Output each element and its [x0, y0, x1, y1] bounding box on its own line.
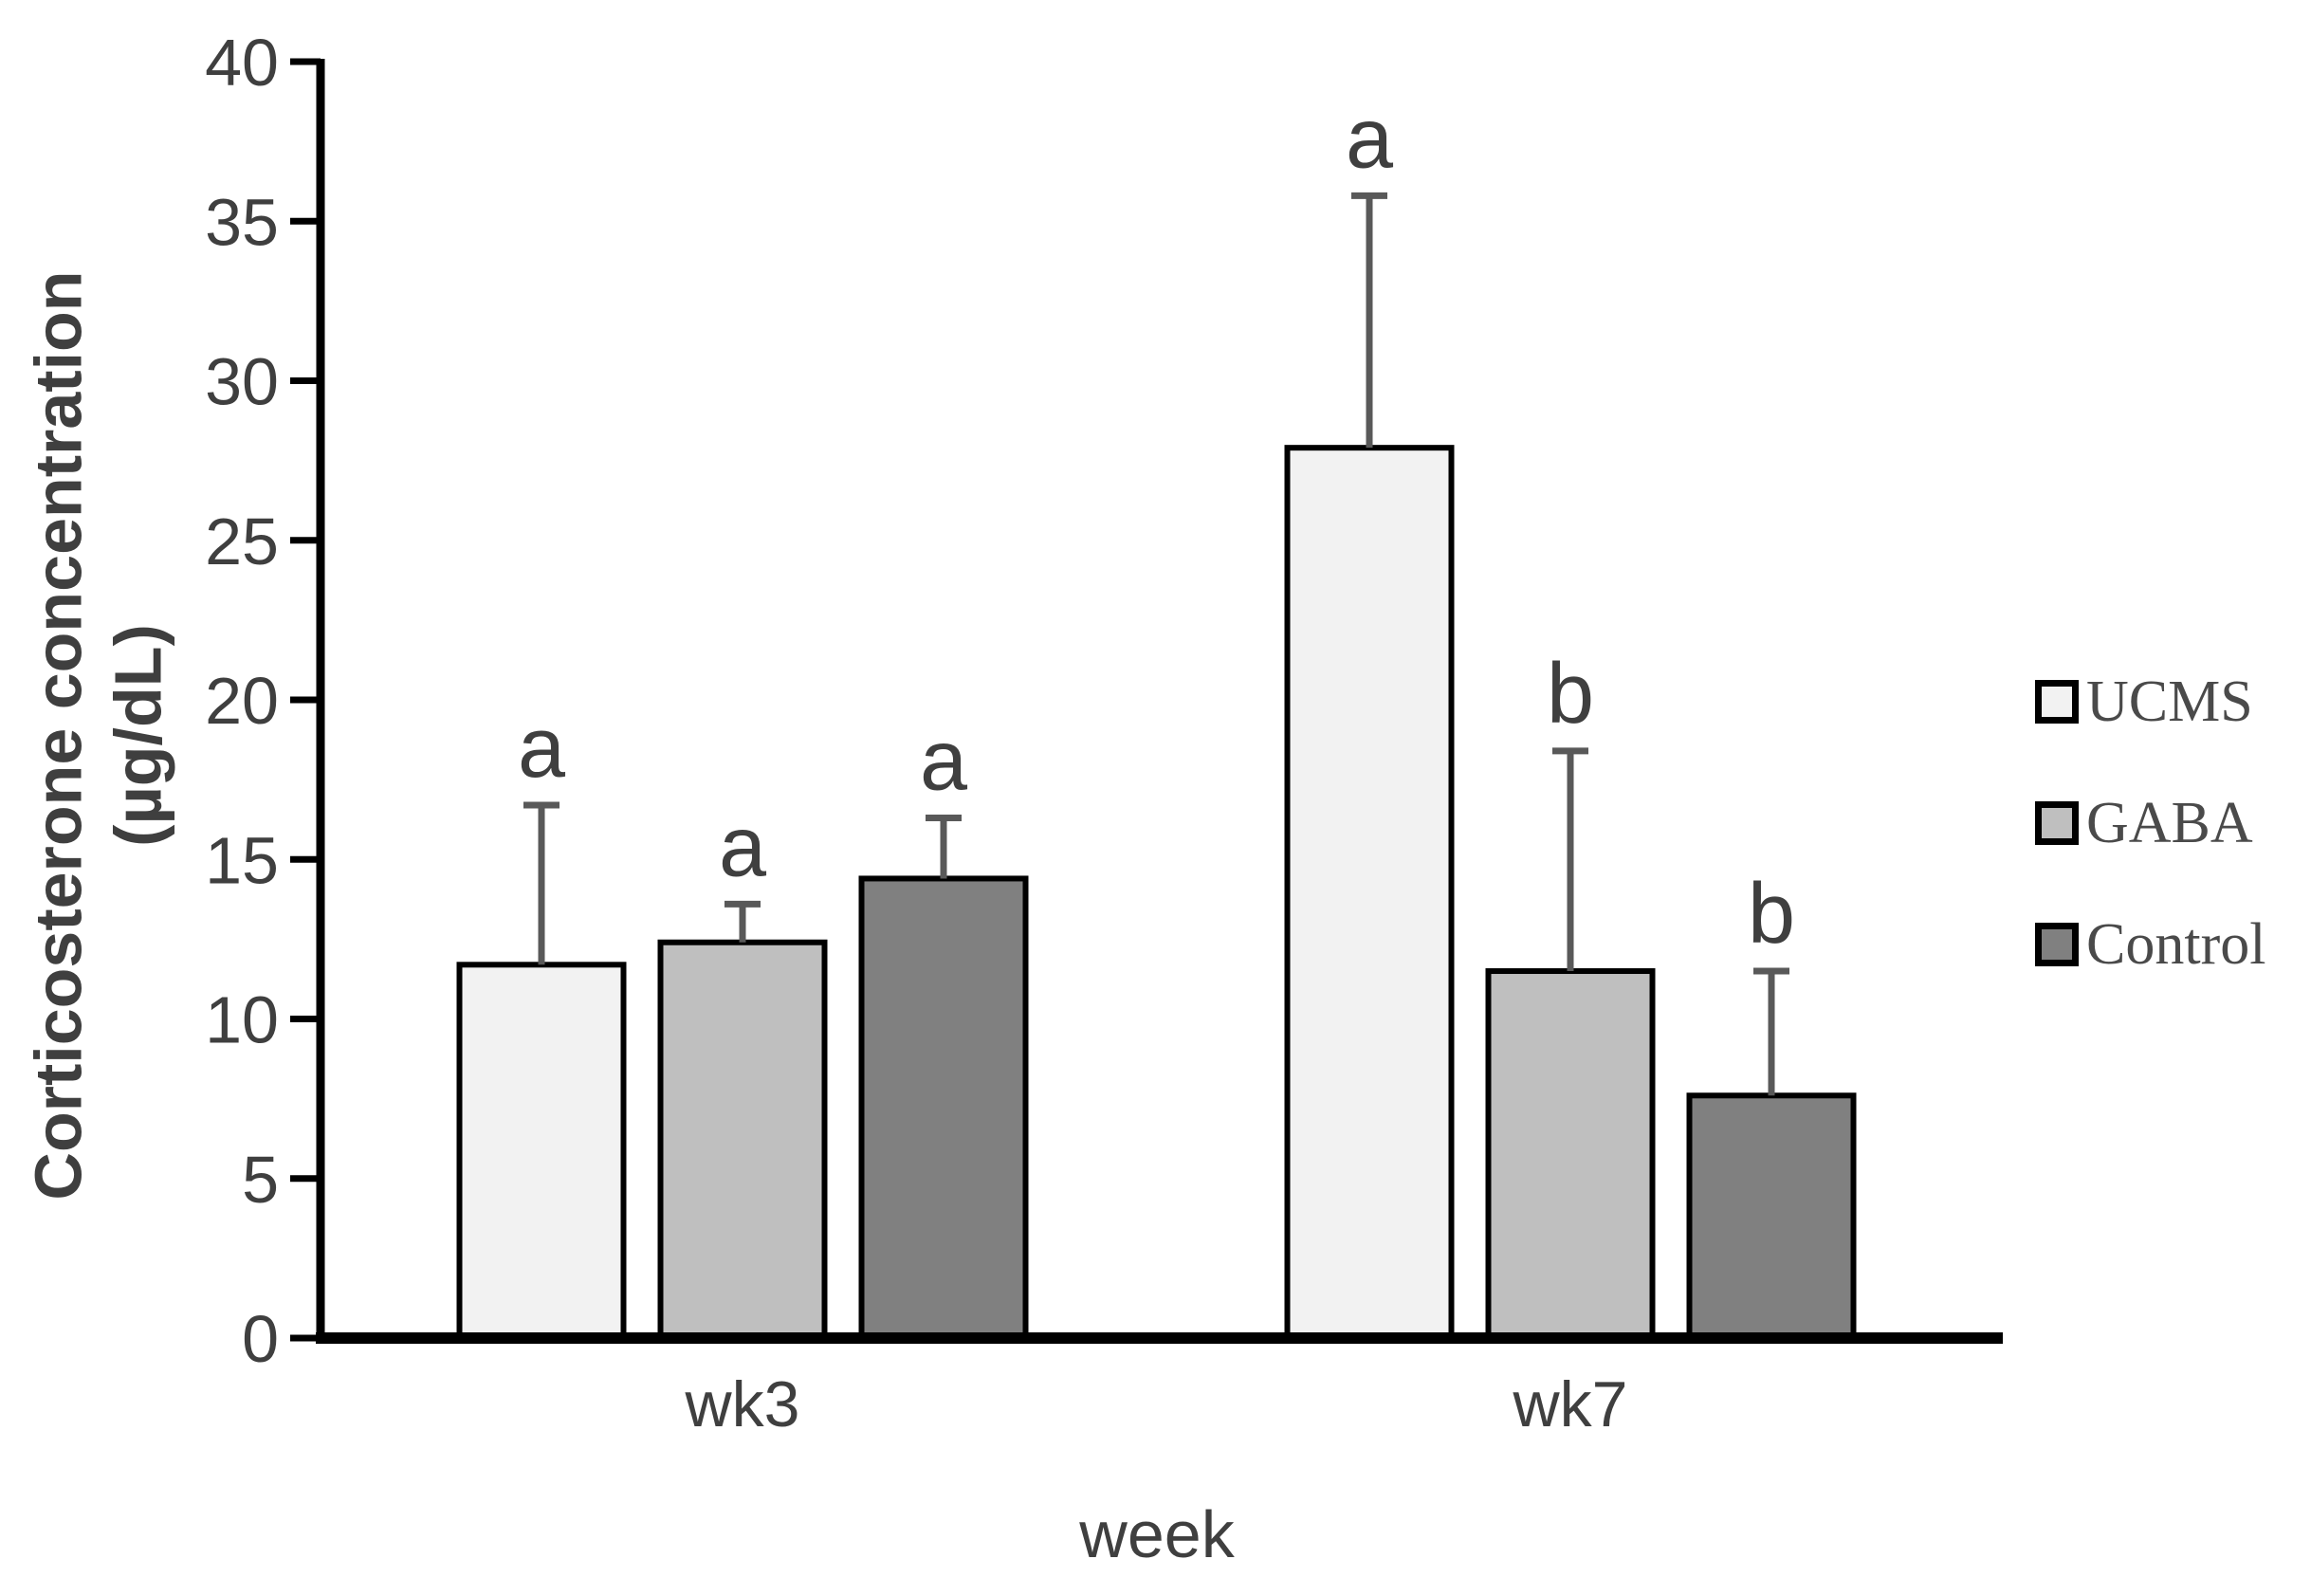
sig-letter-wk7-control: b [1748, 867, 1795, 962]
y-tick-label: 15 [205, 823, 279, 897]
sig-letter-wk3-gaba: a [719, 799, 767, 894]
legend-swatch-control [2035, 923, 2079, 966]
legend-item-gaba: GABA [2035, 791, 2265, 855]
sig-letter-wk3-ucms: a [518, 701, 566, 796]
legend-label-ucms: UCMS [2086, 669, 2253, 734]
y-tick-label: 35 [205, 185, 279, 259]
x-axis-title: week [1079, 1497, 1235, 1571]
y-tick-label: 5 [242, 1143, 279, 1217]
legend-label-control: Control [2086, 911, 2266, 977]
sig-letter-wk7-gaba: b [1547, 647, 1594, 742]
x-category-label-wk3: wk3 [685, 1368, 800, 1440]
legend-swatch-gaba [2035, 801, 2079, 845]
bar-wk7-gaba [1485, 968, 1656, 1342]
sig-letter-wk7-ucms: a [1346, 91, 1394, 186]
y-tick-label: 20 [205, 664, 279, 738]
y-tick-label: 25 [205, 504, 279, 578]
bar-wk3-gaba [657, 939, 828, 1341]
bar-wk3-ucms [456, 962, 627, 1341]
legend-item-control: Control [2035, 912, 2265, 977]
y-axis-title-line2: (µg/dL) [101, 624, 174, 847]
legend-swatch-ucms [2035, 680, 2079, 724]
y-axis-title: Corticosterone concentration (µg/dL) [15, 48, 181, 1423]
bar-wk3-control [858, 875, 1029, 1341]
y-tick-label: 30 [205, 345, 279, 419]
bar-wk7-control [1686, 1092, 1857, 1342]
y-tick-label: 40 [205, 26, 279, 100]
y-tick-label: 10 [205, 983, 279, 1057]
legend-item-ucms: UCMS [2035, 670, 2265, 734]
y-tick-label: 0 [242, 1302, 279, 1376]
y-axis-title-line1: Corticosterone concentration [21, 270, 95, 1201]
legend-label-gaba: GABA [2086, 790, 2253, 855]
x-category-label-wk7: wk7 [1513, 1368, 1628, 1440]
bar-wk7-ucms [1284, 445, 1455, 1342]
sig-letter-wk3-control: a [920, 714, 968, 809]
legend: UCMS GABA Control [2035, 670, 2265, 977]
